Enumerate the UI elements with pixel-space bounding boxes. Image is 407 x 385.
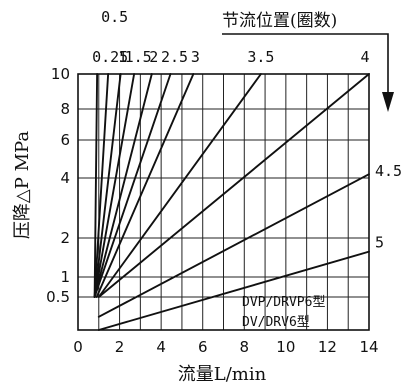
series-line-0-5 [93,73,99,298]
series-line-1 [93,73,122,298]
series-line-2 [93,73,153,298]
series-line-3 [95,73,195,298]
curve-layer [93,73,370,331]
y-tick-label: 8 [60,100,70,118]
y-tick-label: 2 [60,229,70,247]
series-line-1-5 [93,73,136,298]
series-label-2: 2 [149,48,158,66]
series-label-2-5: 2.5 [161,48,188,66]
y-axis-title: 压降△P MPa [12,131,33,239]
series-line-4-5 [97,173,370,318]
series-label-0-25: 0.25 [92,48,128,66]
x-tick-label: 10 [276,338,295,356]
series-label-1-5: 1.5 [125,48,152,66]
x-tick-label: 8 [240,338,250,356]
x-tick-label: 4 [156,338,166,356]
y-tick-label: 0.5 [46,288,70,306]
series-label-5: 5 [375,234,384,252]
series-label-4: 4 [360,48,369,66]
series-line-4 [97,73,370,298]
series-line-3-5 [97,73,262,298]
model-label-dv: DV/DRV6型 [242,315,310,330]
x-tick-label: 12 [318,338,337,356]
y-tick-label: 1 [60,268,70,286]
series-line-2-5 [93,73,172,298]
grid-layer [77,73,370,331]
series-label-0-5: 0.5 [101,8,128,26]
plot-frame [77,73,370,331]
legend-title: 节流位置(圈数) [222,11,337,31]
y-tick-label: 4 [60,169,70,187]
x-tick-label: 0 [73,338,83,356]
series-label-3: 3 [191,48,200,66]
y-tick-label: 10 [51,65,70,83]
legend-arrow [222,33,394,112]
series-line-0-25 [93,73,110,298]
x-axis-title: 流量L/min [178,364,267,385]
x-tick-label: 14 [359,338,378,356]
y-tick-label: 6 [60,131,70,149]
x-tick-label: 6 [198,338,208,356]
x-tick-label: 2 [115,338,125,356]
model-label-dvp: DVP/DRVP6型 [242,295,325,310]
series-label-1: 1 [118,48,127,66]
series-label-4-5: 4.5 [375,162,402,180]
series-line-5 [97,250,370,331]
series-label-3-5: 3.5 [247,48,274,66]
